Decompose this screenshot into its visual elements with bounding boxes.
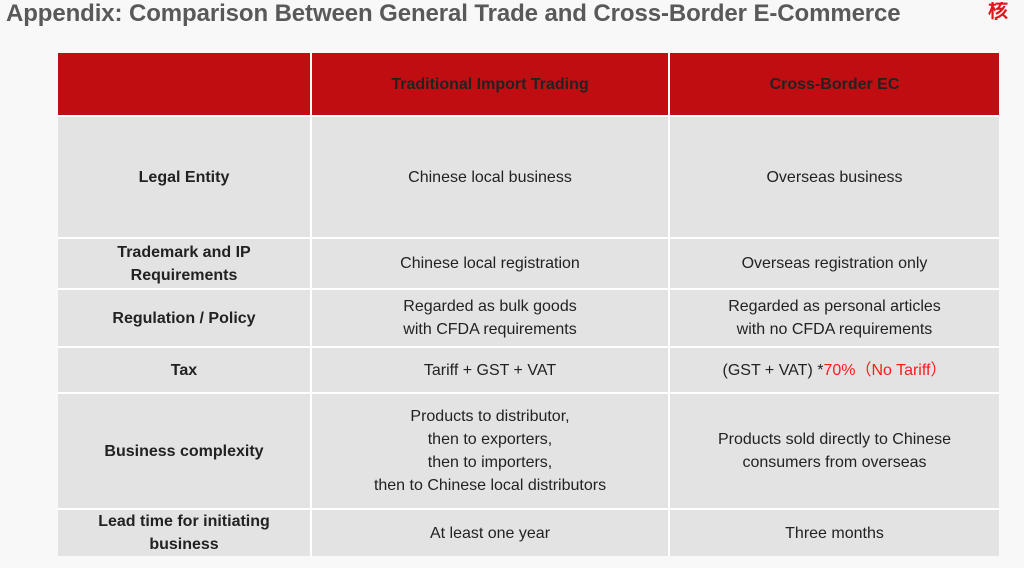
corner-logo-mark: 核心 <box>988 2 1008 20</box>
traditional-cell: At least one year <box>312 508 670 556</box>
row-label-line: Requirements <box>130 266 238 284</box>
traditional-cell: Regarded as bulk goods with CFDA require… <box>312 288 670 346</box>
cell-line: with no CFDA requirements <box>736 321 933 338</box>
cell-line: Regarded as bulk goods <box>403 298 577 315</box>
traditional-cell: Tariff + GST + VAT <box>312 346 670 392</box>
tax-text: (GST + VAT) * <box>722 361 824 379</box>
row-label-line: Lead time for initiating <box>98 513 270 530</box>
table-header-row: Traditional Import Trading Cross-Border … <box>58 53 999 115</box>
cell-line: then to importers, <box>427 454 553 471</box>
header-traditional-import: Traditional Import Trading <box>312 53 670 115</box>
row-label: Regulation / Policy <box>58 288 312 346</box>
cross-border-cell: Products sold directly to Chinese consum… <box>670 392 999 508</box>
traditional-cell: Chinese local business <box>312 115 670 237</box>
row-label-line: business <box>149 536 219 553</box>
cell-line: with CFDA requirements <box>403 321 577 338</box>
tax-highlight-text: 70%（No Tariff） <box>823 361 947 379</box>
table-row-business-complexity: Business complexity Products to distribu… <box>58 392 999 508</box>
row-label: Business complexity <box>58 392 312 508</box>
traditional-cell: Chinese local registration <box>312 237 670 288</box>
cell-line: then to Chinese local distributors <box>373 477 607 494</box>
row-label: Tax <box>58 346 312 392</box>
row-label: Trademark and IP Requirements <box>58 237 312 288</box>
table-row-legal-entity: Legal Entity Chinese local business Over… <box>58 115 999 237</box>
cell-line: Products sold directly to Chinese <box>718 431 951 448</box>
cross-border-cell: Overseas business <box>670 115 999 237</box>
header-cross-border-ec: Cross-Border EC <box>670 53 999 115</box>
traditional-cell: Products to distributor, then to exporte… <box>312 392 670 508</box>
cell-line: Regarded as personal articles <box>728 298 941 315</box>
table-row-tax: Tax Tariff + GST + VAT (GST + VAT) *70%（… <box>58 346 999 392</box>
table-row-trademark: Trademark and IP Requirements Chinese lo… <box>58 237 999 288</box>
cross-border-cell: Overseas registration only <box>670 237 999 288</box>
cell-line: Products to distributor, <box>410 408 570 425</box>
cell-line: then to exporters, <box>427 431 553 448</box>
row-label: Legal Entity <box>58 115 312 237</box>
table-row-regulation: Regulation / Policy Regarded as bulk goo… <box>58 288 999 346</box>
slide-title: Appendix: Comparison Between General Tra… <box>6 0 901 27</box>
comparison-table: Traditional Import Trading Cross-Border … <box>58 53 999 556</box>
row-label-line: Trademark and IP <box>117 243 251 261</box>
header-empty-cell <box>58 53 312 115</box>
cross-border-cell: Regarded as personal articles with no CF… <box>670 288 999 346</box>
row-label: Lead time for initiating business <box>58 508 312 556</box>
cross-border-cell: (GST + VAT) *70%（No Tariff） <box>670 346 999 392</box>
cross-border-cell: Three months <box>670 508 999 556</box>
table-row-lead-time: Lead time for initiating business At lea… <box>58 508 999 556</box>
cell-line: consumers from overseas <box>742 454 927 471</box>
